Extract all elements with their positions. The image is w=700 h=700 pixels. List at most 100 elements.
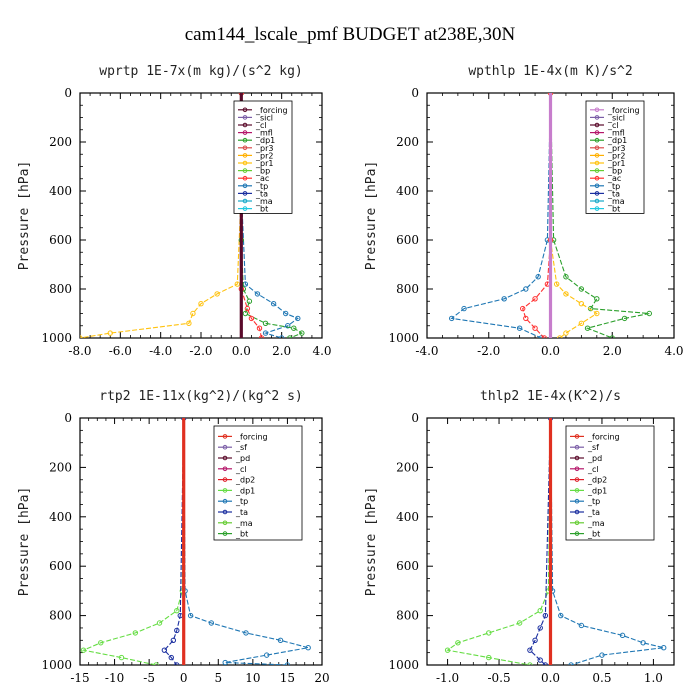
legend-label-dp1: _dp1 (607, 136, 627, 145)
legend-label-bt: _bt (235, 530, 248, 539)
x-tick-label: -2.0 (477, 344, 500, 358)
series-point-dp1 (563, 274, 569, 280)
series-point-pr1 (198, 301, 204, 307)
x-tick-label: -10 (105, 671, 124, 685)
series-point-dp1 (98, 640, 104, 646)
legend-label-pd: _pd (235, 454, 250, 463)
legend-label-dp2: _dp2 (235, 476, 255, 485)
legend-marker-dp1 (594, 137, 600, 143)
legend-marker-cl (222, 466, 228, 472)
legend-label-cl: _cl (607, 121, 619, 130)
series-line-dp1 (549, 93, 650, 338)
legend-label-dp2: _dp2 (587, 476, 607, 485)
series-point-dp1 (80, 647, 87, 653)
series-point-pr1 (563, 291, 569, 297)
series-point-ac (244, 305, 251, 312)
legend-box (565, 425, 655, 541)
series-point-tp (285, 323, 291, 329)
series-point-dp1 (246, 298, 253, 304)
x-tick-label: -6.0 (109, 344, 132, 358)
x-tick-label: -0.5 (487, 671, 510, 685)
series-point-tp (278, 335, 285, 338)
series-point-dp1 (118, 654, 125, 661)
panel-3: rtp2 1E-11x(kg^2)/(kg^2 s) Pressure [hPa]… (17, 389, 330, 685)
legend-marker-bt (574, 531, 580, 536)
legend-marker-pr2 (594, 153, 600, 158)
legend-label-pr1: _pr1 (255, 159, 273, 168)
x-tick-label: -8.0 (68, 344, 91, 358)
x-tick-label: 0 (180, 671, 188, 685)
legend-label-bt: _bt (607, 205, 620, 214)
series-point-dp1 (299, 330, 305, 336)
legend-label-ta: _ta (607, 189, 620, 198)
series-point-tp (461, 305, 467, 312)
legend-marker-mfl (594, 130, 600, 135)
legend-label-pr2: _pr2 (607, 151, 625, 160)
legend-marker-dp1 (222, 488, 228, 493)
series-point-ac (532, 325, 538, 331)
series-point-tp (535, 274, 541, 280)
series-point-ac (258, 335, 265, 338)
y-axis-label: Pressure [hPa] (364, 487, 379, 597)
legend-marker-tp (594, 183, 600, 189)
series-point-tp (523, 286, 529, 292)
legend-marker-bt (594, 206, 600, 211)
legend-label-bp: _bp (607, 167, 622, 176)
y-tick-label: 0 (411, 411, 419, 425)
legend-marker-ta (242, 191, 248, 196)
x-tick-label: 4.0 (312, 344, 331, 358)
y-tick-label: 200 (396, 135, 419, 149)
legend-marker-pd (222, 455, 228, 461)
y-tick-label: 0 (64, 86, 72, 100)
figure-title: cam144_lscale_pmf BUDGET at238E,30N (185, 24, 516, 45)
legend-label-ma: _ma (607, 197, 625, 206)
x-tick-label: -4.0 (415, 344, 438, 358)
series-point-pr1 (557, 335, 563, 338)
legend-marker-tp (574, 498, 580, 504)
series-point-ta (170, 637, 177, 643)
series-point-pr1 (234, 281, 241, 287)
series-point-ta (174, 662, 180, 665)
series-point-dp1 (609, 335, 615, 338)
legend-label-pr2: _pr2 (255, 151, 273, 160)
panel-title: wpthlp 1E-4x(m K)/s^2 (468, 64, 632, 79)
series-point-pr1 (594, 310, 600, 317)
series-point-ac (523, 315, 529, 322)
series-point-ta (161, 647, 168, 653)
series-point-pr1 (107, 330, 113, 336)
legend-marker-ma (222, 520, 228, 526)
series-line-pr1 (80, 93, 242, 338)
legend-box (213, 425, 303, 541)
x-tick-label: -4.0 (149, 344, 172, 358)
legend-label-tp: _tp (607, 182, 620, 191)
legend-marker-ta (594, 191, 600, 196)
legend-marker-sf (574, 444, 580, 450)
legend-label-ma: _ma (255, 197, 273, 206)
series-line-dp1 (81, 418, 185, 665)
legend-marker-dp1 (242, 137, 248, 143)
series-point-tp (619, 632, 626, 639)
series-point-pr1 (214, 291, 220, 297)
legend-label-ac: _ac (607, 174, 621, 183)
legend-label-mfl: _mfl (607, 129, 625, 138)
y-tick-label: 0 (411, 86, 419, 100)
series-point-dp1 (584, 325, 591, 331)
legend-marker-sicl (594, 115, 600, 120)
legend-marker-forcing (574, 434, 580, 439)
series-point-tp (538, 335, 544, 338)
legend-marker-ta (222, 509, 228, 515)
y-axis-label: Pressure [hPa] (364, 161, 379, 271)
legend-label-mfl: _mfl (255, 129, 273, 138)
legend-marker-ac (594, 175, 600, 181)
y-tick-label: 1000 (41, 331, 72, 345)
x-tick-label: -2.0 (189, 344, 212, 358)
series-point-dp1 (242, 310, 249, 317)
legend-marker-forcing (222, 434, 228, 439)
y-tick-label: 400 (49, 184, 72, 198)
series-point-dp1 (594, 296, 600, 302)
series-point-pr1 (553, 281, 560, 287)
legend-label-dp1: _dp1 (235, 486, 255, 495)
legend-marker-forcing (594, 107, 600, 113)
legend-label-tp: _tp (587, 497, 600, 506)
x-tick-label: 0.0 (541, 344, 560, 358)
